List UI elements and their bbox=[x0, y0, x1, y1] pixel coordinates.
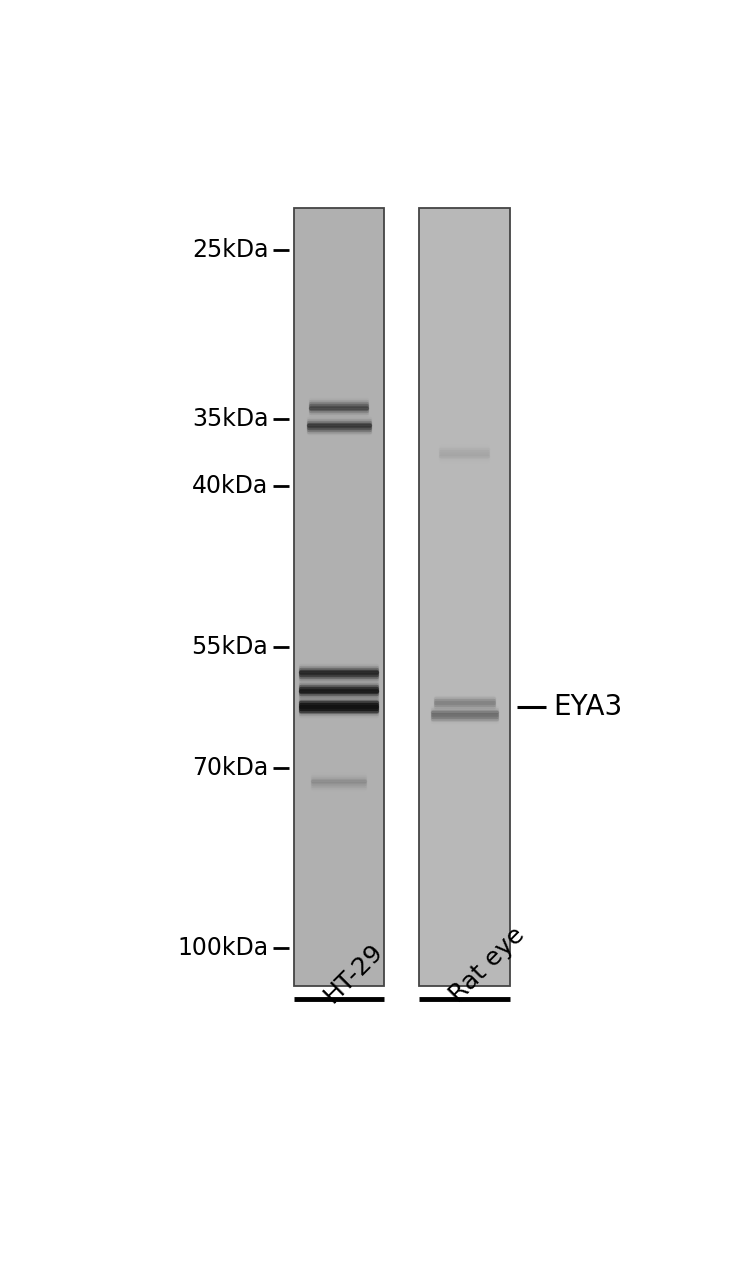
Text: EYA3: EYA3 bbox=[553, 692, 623, 721]
Text: 40kDa: 40kDa bbox=[192, 475, 268, 498]
Text: 55kDa: 55kDa bbox=[191, 635, 268, 659]
Text: 35kDa: 35kDa bbox=[192, 407, 268, 431]
Text: Rat eye: Rat eye bbox=[445, 923, 529, 1007]
Text: 70kDa: 70kDa bbox=[192, 756, 268, 780]
Bar bbox=[419, 207, 510, 987]
Text: HT-29: HT-29 bbox=[319, 938, 388, 1007]
Bar bbox=[294, 207, 385, 987]
Text: 100kDa: 100kDa bbox=[177, 936, 268, 960]
Text: 25kDa: 25kDa bbox=[192, 238, 268, 262]
